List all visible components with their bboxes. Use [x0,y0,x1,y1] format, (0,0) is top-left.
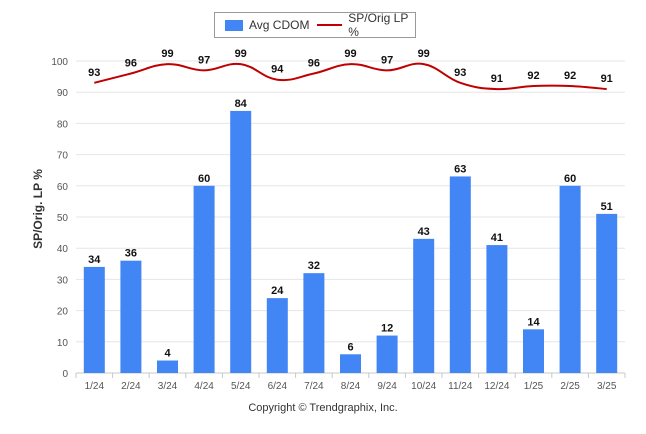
bar[interactable] [303,273,325,373]
x-tick-label: 6/24 [268,381,288,392]
line-data-label: 93 [454,67,466,79]
x-tick-label: 11/24 [448,381,473,392]
y-tick-label: 70 [57,151,69,162]
bar[interactable] [266,298,288,373]
bar[interactable] [193,185,215,373]
series-line-sp-orig[interactable] [94,62,607,91]
bar[interactable] [523,329,544,373]
bar[interactable] [230,110,252,374]
bar[interactable] [559,185,581,373]
y-tick-label: 20 [57,307,69,318]
y-tick-label: 60 [57,182,69,193]
x-tick-label: 10/24 [411,381,436,392]
bar-data-label: 4 [164,348,171,360]
line-data-label: 91 [491,73,503,85]
line-data-label: 97 [198,54,210,66]
line-data-label: 96 [125,57,137,69]
y-tick-label: 40 [57,244,69,255]
y-tick-label: 30 [57,275,69,286]
legend-label-sp-orig: SP/Orig LP % [348,11,409,39]
bar-data-label: 6 [347,341,353,353]
bar[interactable] [340,354,361,373]
y-tick-label: 100 [51,57,68,68]
x-tick-label: 9/24 [377,381,397,392]
bar-data-label: 34 [88,254,101,266]
x-tick-label: 4/24 [194,381,214,392]
bar-data-label: 32 [308,260,320,272]
copyright-text: Copyright © Trendgraphix, Inc. [248,402,398,414]
y-tick-label: 10 [57,338,69,349]
bar[interactable] [449,176,471,373]
bar-data-label: 24 [271,285,284,297]
x-tick-label: 3/25 [597,381,617,392]
line-data-label: 99 [344,48,356,60]
bar[interactable] [486,245,508,373]
x-tick-label: 1/25 [524,381,544,392]
legend-label-avg-cdom: Avg CDOM [249,18,310,32]
line-data-label: 96 [308,57,320,69]
x-tick-label: 8/24 [341,381,361,392]
bar[interactable] [413,238,435,373]
line-data-label: 93 [88,67,100,79]
legend-swatch-line [317,24,343,26]
y-tick-label: 80 [57,119,69,130]
y-tick-label: 0 [62,369,68,380]
line-data-label: 91 [601,73,613,85]
line-data-label: 92 [564,70,576,82]
bar-data-label: 84 [235,98,248,110]
y-axis-title: SP/Orig. LP % [30,169,45,249]
bar-data-label: 14 [527,316,540,328]
legend-swatch-bar [225,19,243,31]
x-tick-label: 2/25 [560,381,580,392]
legend-item-sp-orig[interactable]: SP/Orig LP % [317,11,415,39]
bar-data-label: 43 [418,226,430,238]
legend: Avg CDOM SP/Orig LP % [214,11,416,39]
bar-data-label: 60 [198,173,210,185]
bar[interactable] [157,360,178,373]
x-tick-label: 2/24 [121,381,141,392]
bar[interactable] [376,335,398,373]
x-tick-label: 7/24 [304,381,324,392]
y-tick-label: 50 [57,213,69,224]
line-data-label: 99 [418,48,430,60]
x-tick-label: 5/24 [231,381,251,392]
bar[interactable] [83,266,105,373]
x-tick-label: 1/24 [85,381,105,392]
bar-data-label: 41 [491,232,503,244]
bar-data-label: 60 [564,173,576,185]
bar[interactable] [596,213,618,373]
line-data-label: 92 [527,70,539,82]
x-tick-label: 12/24 [484,381,509,392]
line-data-label: 97 [381,54,393,66]
line-data-label: 99 [161,48,173,60]
line-data-label: 99 [235,48,247,60]
bar-data-label: 12 [381,323,393,335]
legend-item-avg-cdom[interactable]: Avg CDOM [225,13,309,37]
bar[interactable] [120,260,142,373]
y-tick-label: 90 [57,88,69,99]
line-data-label: 94 [271,64,284,76]
bar-data-label: 36 [125,248,137,260]
x-tick-label: 3/24 [158,381,178,392]
bar-data-label: 63 [454,163,466,175]
bar-data-label: 51 [601,201,613,213]
